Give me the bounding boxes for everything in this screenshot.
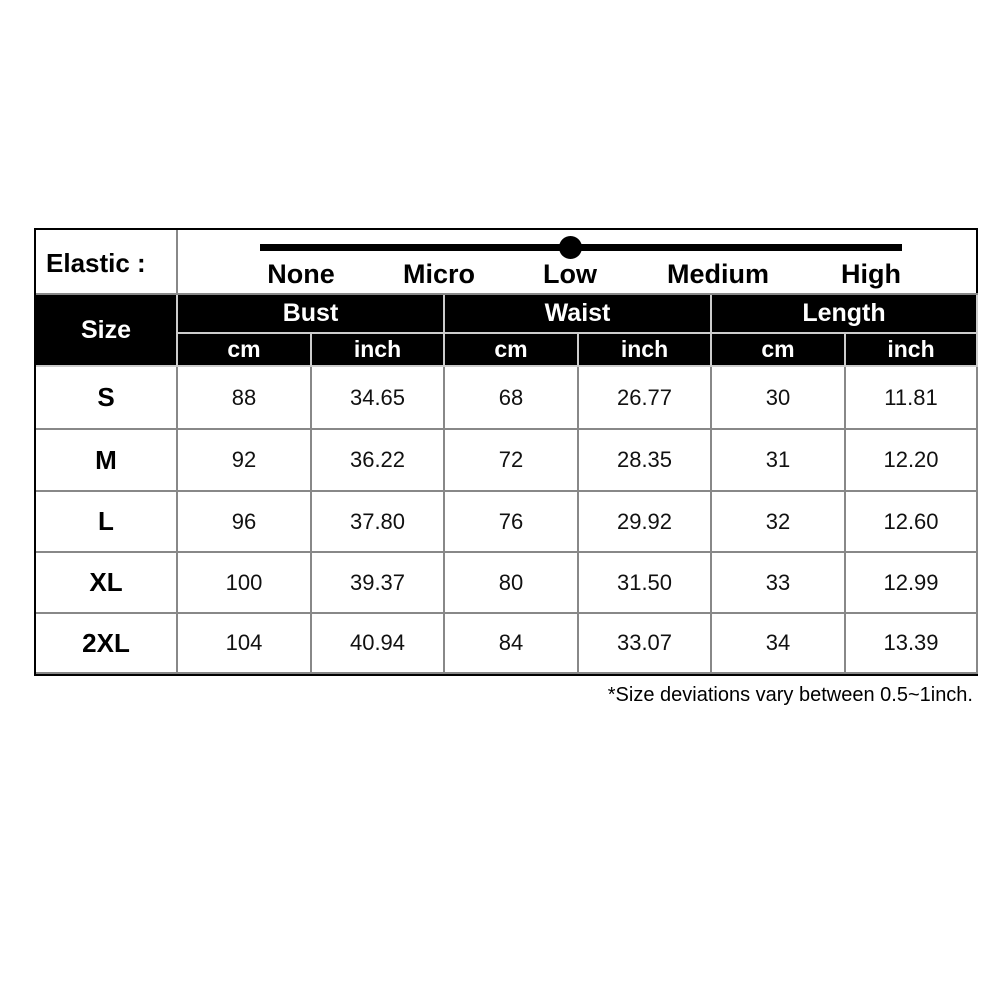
table-cell: 29.92 xyxy=(579,492,712,553)
table-cell: 11.81 xyxy=(846,367,978,430)
header-length: Length xyxy=(712,295,978,334)
table-cell: 12.60 xyxy=(846,492,978,553)
table-cell: 80 xyxy=(445,553,579,614)
elastic-level-none: None xyxy=(267,259,335,289)
table-cell: 34 xyxy=(712,614,846,674)
size-label: S xyxy=(36,367,178,430)
table-cell: 68 xyxy=(445,367,579,430)
table-cell: 76 xyxy=(445,492,579,553)
table-cell: 40.94 xyxy=(312,614,445,674)
table-cell: 36.22 xyxy=(312,430,445,492)
table-cell: 92 xyxy=(178,430,312,492)
table-cell: 13.39 xyxy=(846,614,978,674)
table-cell: 12.20 xyxy=(846,430,978,492)
size-deviation-note: *Size deviations vary between 0.5~1inch. xyxy=(607,684,973,706)
size-label: L xyxy=(36,492,178,553)
table-cell: 104 xyxy=(178,614,312,674)
table-cell: 33.07 xyxy=(579,614,712,674)
size-chart-table: Elastic : None Micro Low Medium High Size Bust W… xyxy=(34,228,978,676)
unit-header-cm: cm xyxy=(178,334,312,367)
table-cell: 32 xyxy=(712,492,846,553)
table-cell: 12.99 xyxy=(846,553,978,614)
elastic-selected-marker xyxy=(559,236,582,259)
size-label: M xyxy=(36,430,178,492)
table-cell: 31.50 xyxy=(579,553,712,614)
header-waist: Waist xyxy=(445,295,712,334)
elastic-level-high: High xyxy=(841,259,901,289)
unit-header-inch: inch xyxy=(846,334,978,367)
elastic-level-medium: Medium xyxy=(666,259,770,289)
table-cell: 96 xyxy=(178,492,312,553)
table-cell: 28.35 xyxy=(579,430,712,492)
table-cell: 34.65 xyxy=(312,367,445,430)
table-cell: 37.80 xyxy=(312,492,445,553)
size-label: 2XL xyxy=(36,614,178,674)
table-cell: 30 xyxy=(712,367,846,430)
elastic-level-low: Low xyxy=(543,259,597,289)
table-cell: 88 xyxy=(178,367,312,430)
unit-header-cm: cm xyxy=(712,334,846,367)
table-cell: 33 xyxy=(712,553,846,614)
table-cell: 39.37 xyxy=(312,553,445,614)
table-cell: 31 xyxy=(712,430,846,492)
table-cell: 26.77 xyxy=(579,367,712,430)
elastic-label: Elastic : xyxy=(36,230,178,295)
size-header: Size xyxy=(36,295,178,367)
elastic-level-micro: Micro xyxy=(402,259,476,289)
unit-header-inch: inch xyxy=(579,334,712,367)
table-cell: 84 xyxy=(445,614,579,674)
unit-header-inch: inch xyxy=(312,334,445,367)
elastic-scale: None Micro Low Medium High xyxy=(178,230,978,295)
unit-header-cm: cm xyxy=(445,334,579,367)
size-label: XL xyxy=(36,553,178,614)
header-bust: Bust xyxy=(178,295,445,334)
table-cell: 100 xyxy=(178,553,312,614)
table-cell: 72 xyxy=(445,430,579,492)
